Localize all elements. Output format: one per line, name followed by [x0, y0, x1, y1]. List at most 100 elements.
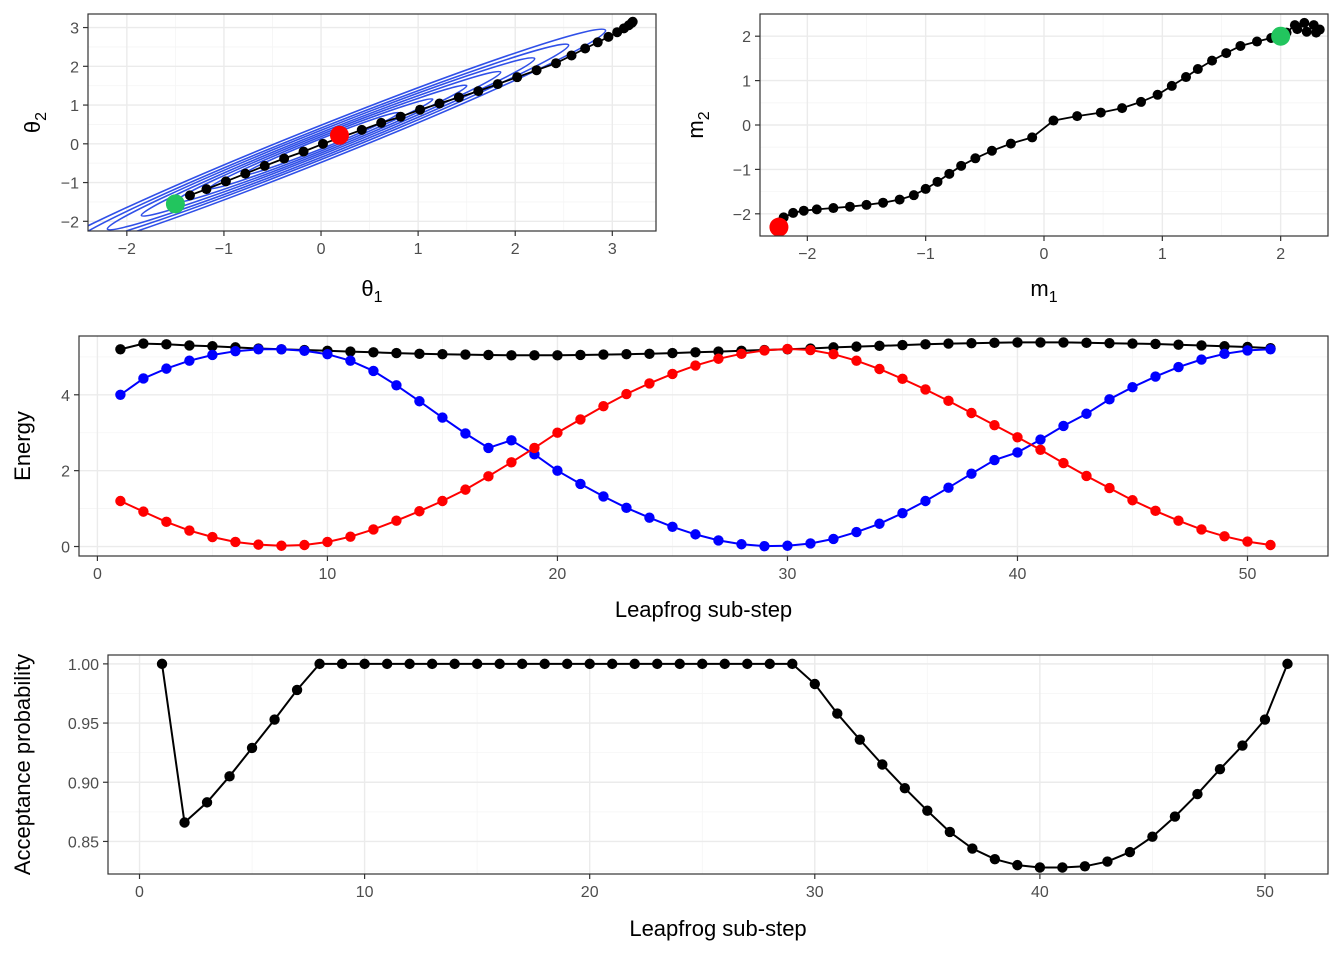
series-point — [483, 442, 494, 454]
series-point — [1034, 862, 1046, 873]
series-point — [1242, 536, 1253, 547]
x-tick-label: −2 — [798, 246, 816, 263]
trajectory-point — [434, 98, 445, 109]
trajectory-point — [798, 205, 809, 216]
trajectory-point — [908, 190, 919, 201]
series-point — [299, 539, 310, 551]
x-tick-label: 10 — [319, 566, 337, 583]
trajectory-point — [956, 160, 967, 171]
series-point — [506, 435, 517, 446]
series-point — [1173, 515, 1184, 526]
series-point — [414, 396, 425, 407]
trajectory-point — [1192, 64, 1203, 75]
trajectory-point — [861, 199, 872, 210]
series-point — [291, 684, 303, 696]
series-point — [713, 535, 724, 546]
x-tick-label: 1 — [1158, 246, 1167, 263]
x-tick-label: 2 — [1276, 246, 1285, 263]
x-tick-label: 3 — [608, 241, 617, 258]
series-point — [414, 348, 425, 360]
series-point — [345, 346, 356, 357]
series-point — [552, 465, 563, 476]
series-point — [742, 658, 753, 670]
trajectory-point — [1221, 48, 1232, 59]
series-point — [967, 843, 978, 854]
series-point — [1035, 337, 1046, 348]
series-point — [989, 419, 1000, 431]
series-point — [759, 540, 770, 552]
series-point — [516, 658, 528, 670]
series-point — [1012, 447, 1023, 458]
trajectory-point — [1292, 24, 1303, 35]
x-tick-label: 20 — [549, 566, 567, 583]
trajectory-point — [811, 204, 822, 215]
series-point — [230, 536, 241, 548]
trajectory-point — [184, 190, 195, 201]
x-tick-label: 2 — [511, 241, 520, 258]
series-point — [922, 805, 933, 816]
start-point — [165, 194, 185, 214]
x-tick-label: −1 — [917, 246, 935, 263]
series-point — [1173, 361, 1184, 373]
series-point — [207, 531, 218, 543]
series-point — [851, 355, 862, 366]
y-tick-label: −2 — [733, 207, 751, 224]
series-point — [184, 340, 195, 351]
y-axis-label-subscript: 2 — [33, 112, 50, 121]
series-point — [690, 529, 701, 540]
y-tick-label: −1 — [733, 162, 751, 179]
trajectory-point — [550, 58, 561, 69]
series-point — [246, 742, 258, 754]
series-point — [368, 524, 379, 535]
series-point — [506, 350, 517, 361]
series-point — [877, 759, 888, 770]
series-point — [207, 349, 218, 361]
series-point — [667, 368, 678, 380]
series-point — [809, 678, 820, 690]
series-point — [1196, 524, 1207, 535]
theta-panel: −2 −1 0 1 2 3 −2 −1 0 1 2 3 θ1 θ2 — [20, 13, 657, 306]
series-point — [575, 414, 586, 425]
y-tick-label: 1.00 — [68, 657, 99, 674]
series-point — [1259, 714, 1271, 725]
series-point — [336, 658, 348, 670]
x-tick-label: 1 — [414, 241, 423, 258]
series-point — [201, 797, 213, 808]
trajectory-point — [201, 184, 212, 195]
series-point — [899, 782, 911, 794]
series-point — [598, 400, 609, 412]
trajectory-point — [1152, 89, 1163, 100]
trajectory-point — [1311, 27, 1322, 38]
series-point — [598, 491, 609, 502]
x-tick-label: 0 — [317, 241, 326, 258]
series-point — [1081, 408, 1092, 419]
series-point — [449, 658, 460, 670]
trajectory-point — [1072, 111, 1083, 122]
trajectory-point — [603, 31, 614, 42]
series-point — [1214, 764, 1226, 775]
series-point — [253, 344, 264, 355]
x-tick-label: 50 — [1239, 566, 1257, 583]
series-point — [607, 658, 618, 670]
series-point — [437, 412, 448, 423]
series-point — [1035, 434, 1046, 445]
series-point — [966, 338, 977, 349]
trajectory-point — [473, 86, 484, 97]
trajectory-point — [415, 104, 426, 115]
series-point — [989, 454, 1000, 466]
x-tick-label: 20 — [581, 884, 599, 901]
series-point — [1079, 861, 1091, 872]
series-point — [674, 658, 685, 670]
series-point — [805, 538, 816, 549]
y-tick-label: 0 — [70, 137, 79, 154]
series-point — [690, 360, 701, 371]
series-point — [115, 389, 126, 400]
plot-area — [769, 17, 1325, 236]
series-point — [1173, 339, 1184, 350]
series-point — [391, 380, 402, 391]
y-tick-label: 0 — [61, 540, 70, 557]
density-contour — [106, 56, 536, 231]
acceptance-panel: 0 10 20 30 40 50 0.85 0.90 0.95 1.00 Leapfrog sub-… — [10, 654, 1329, 941]
x-axis-label: θ1 — [361, 276, 382, 306]
series-point — [552, 427, 563, 438]
